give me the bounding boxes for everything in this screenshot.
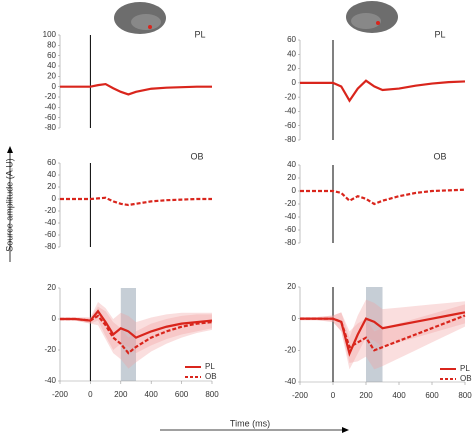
y-tick-label: 20 bbox=[47, 71, 56, 80]
mean-line bbox=[300, 188, 466, 206]
mean-line bbox=[60, 196, 212, 207]
y-tick-label: -20 bbox=[44, 345, 56, 354]
y-tick-label: -20 bbox=[284, 92, 296, 101]
panel-label: OB bbox=[190, 151, 203, 161]
y-tick-label: -60 bbox=[284, 225, 296, 234]
y-tick-label: 0 bbox=[52, 314, 57, 323]
x-tick-label: 600 bbox=[175, 390, 189, 399]
panel-label: OB bbox=[433, 151, 446, 161]
y-tick-label: -40 bbox=[44, 376, 56, 385]
y-tick-label: 20 bbox=[47, 283, 56, 292]
y-tick-label: 0 bbox=[292, 314, 297, 323]
y-tick-label: 40 bbox=[287, 49, 296, 58]
y-tick-label: 20 bbox=[287, 173, 296, 182]
x-tick-label: -200 bbox=[52, 390, 69, 399]
panel-label: PL bbox=[434, 29, 445, 39]
mean-line bbox=[300, 79, 466, 103]
x-tick-label: 0 bbox=[331, 391, 336, 400]
mean-line bbox=[60, 314, 213, 355]
y-tick-label: 40 bbox=[47, 61, 56, 70]
y-tick-label: 40 bbox=[47, 170, 56, 179]
legend-label: PL bbox=[460, 364, 470, 373]
y-tick-label: -40 bbox=[284, 212, 296, 221]
mean-line bbox=[60, 82, 212, 96]
panel-label: PL bbox=[194, 29, 205, 39]
y-tick-label: -80 bbox=[284, 135, 296, 144]
y-tick-label: -80 bbox=[44, 123, 56, 132]
x-tick-label: -200 bbox=[292, 391, 309, 400]
y-tick-label: -40 bbox=[284, 107, 296, 116]
y-tick-label: 20 bbox=[287, 282, 296, 291]
x-tick-label: 800 bbox=[205, 390, 219, 399]
y-tick-label: 100 bbox=[43, 30, 57, 39]
y-tick-label: -20 bbox=[284, 345, 296, 354]
y-tick-label: 20 bbox=[47, 182, 56, 191]
x-tick-label: 600 bbox=[425, 391, 439, 400]
x-tick-label: 0 bbox=[88, 390, 93, 399]
brain-icon bbox=[346, 1, 398, 33]
axis-arrowhead bbox=[7, 146, 13, 153]
y-tick-label: -20 bbox=[44, 206, 56, 215]
y-tick-label: 0 bbox=[52, 194, 57, 203]
x-axis-label: Time (ms) bbox=[230, 418, 270, 428]
y-tick-label: 60 bbox=[47, 51, 56, 60]
y-tick-label: 0 bbox=[292, 78, 297, 87]
x-tick-label: 400 bbox=[392, 391, 406, 400]
y-tick-label: -60 bbox=[44, 230, 56, 239]
y-tick-label: -40 bbox=[284, 377, 296, 386]
y-tick-label: -20 bbox=[284, 199, 296, 208]
highlight-window bbox=[120, 288, 136, 381]
highlight-window bbox=[366, 287, 383, 382]
y-tick-label: -40 bbox=[44, 218, 56, 227]
x-tick-label: 200 bbox=[114, 390, 128, 399]
legend-label: PL bbox=[205, 362, 215, 371]
y-tick-label: 20 bbox=[287, 64, 296, 73]
x-tick-label: 400 bbox=[145, 390, 159, 399]
y-tick-label: 0 bbox=[292, 186, 297, 195]
y-tick-label: -60 bbox=[44, 113, 56, 122]
y-tick-label: -80 bbox=[44, 242, 56, 251]
y-tick-label: -60 bbox=[284, 121, 296, 130]
error-band bbox=[300, 299, 465, 370]
mean-line bbox=[300, 311, 466, 357]
axis-arrowhead bbox=[342, 427, 349, 433]
y-axis-label: Source amplitude (A.U) bbox=[4, 158, 14, 252]
y-tick-label: 60 bbox=[287, 35, 296, 44]
legend-label: OB bbox=[205, 372, 217, 381]
y-tick-label: 60 bbox=[47, 158, 56, 167]
y-tick-label: -20 bbox=[44, 92, 56, 101]
brain-icon bbox=[114, 2, 166, 34]
x-tick-label: 200 bbox=[359, 391, 373, 400]
x-tick-label: 800 bbox=[458, 391, 472, 400]
y-tick-label: 0 bbox=[52, 82, 57, 91]
y-tick-label: 40 bbox=[287, 160, 296, 169]
y-tick-label: 80 bbox=[47, 40, 56, 49]
y-tick-label: -80 bbox=[284, 238, 296, 247]
legend-label: OB bbox=[460, 374, 472, 383]
y-tick-label: -40 bbox=[44, 102, 56, 111]
